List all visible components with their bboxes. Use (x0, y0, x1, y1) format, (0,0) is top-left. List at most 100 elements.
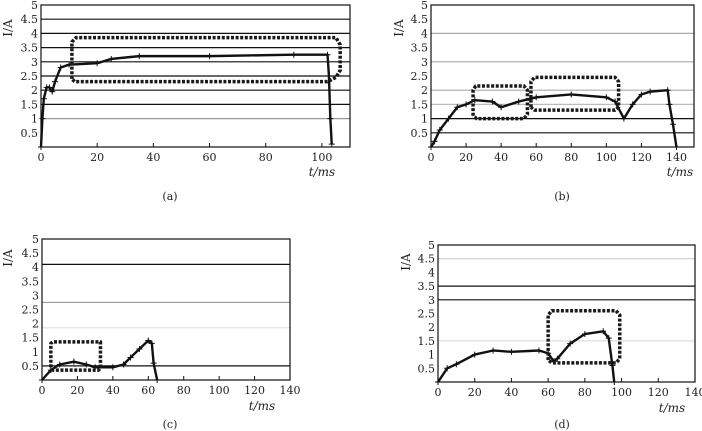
x-tick-label: 120 (631, 151, 652, 164)
data-point-marker (508, 348, 515, 355)
data-point-marker (57, 64, 64, 71)
series-envelope-2 (529, 75, 621, 112)
data-point-marker (498, 104, 505, 111)
x-tick-label: 100 (311, 151, 332, 164)
y-axis-label: I/A (1, 19, 15, 37)
x-tick-label: 80 (177, 384, 191, 397)
y-tick-label: 1.5 (21, 98, 39, 111)
y-tick-label: 5 (428, 239, 435, 252)
y-tick-label: 4.5 (411, 13, 429, 26)
panel-caption: (a) (162, 190, 177, 203)
data-point-marker (435, 379, 441, 385)
data-point-marker (471, 351, 478, 358)
y-tick-label: 2.5 (22, 304, 40, 317)
x-tick-label: 20 (468, 386, 482, 399)
plot-frame (40, 4, 351, 148)
data-point-marker (463, 101, 470, 108)
x-tick-label: 20 (459, 151, 473, 164)
x-tick-label: 80 (578, 386, 592, 399)
x-axis-label: t/ms (309, 165, 335, 179)
data-point-marker (83, 361, 90, 368)
x-tick-label: 80 (564, 151, 578, 164)
data-point-marker (664, 87, 671, 94)
y-axis-label: I/A (399, 253, 413, 271)
y-tick-label: 4 (31, 27, 38, 40)
data-point-marker (445, 115, 452, 122)
data-point-marker (431, 138, 438, 145)
x-tick-label: 0 (428, 151, 435, 164)
data-point-marker (109, 364, 116, 371)
y-tick-label: 1 (32, 346, 39, 359)
x-tick-label: 20 (90, 151, 104, 164)
x-tick-label: 0 (39, 384, 46, 397)
data-point-marker (490, 347, 497, 354)
x-tick-label: 40 (504, 386, 518, 399)
data-point-marker (40, 95, 47, 102)
data-point-marker (325, 73, 332, 79)
y-tick-label: 2 (421, 84, 428, 97)
data-point-marker (612, 98, 619, 105)
data-point-marker (669, 121, 676, 128)
data-point-marker (49, 88, 56, 95)
y-tick-label: 0.5 (411, 127, 429, 140)
series-envelope (546, 309, 622, 365)
y-tick-label: 2 (428, 321, 435, 334)
data-point-marker (620, 115, 627, 122)
y-tick-label: 1 (31, 113, 38, 126)
data-point-marker (666, 101, 673, 108)
y-tick-label: 5 (32, 233, 39, 246)
data-point-marker (629, 101, 636, 108)
x-tick-label: 120 (244, 384, 265, 397)
x-tick-label: 80 (259, 151, 273, 164)
data-point-marker (600, 328, 607, 335)
data-point-marker (611, 379, 618, 385)
data-point-marker (673, 144, 680, 150)
series-current (437, 330, 616, 383)
x-tick-label: 0 (38, 151, 45, 164)
y-tick-label: 1.5 (411, 98, 429, 111)
x-tick-label: 140 (666, 151, 687, 164)
y-tick-label: 1 (428, 349, 435, 362)
data-point-marker (581, 331, 588, 338)
data-point-marker (327, 115, 334, 122)
data-point-marker (39, 115, 46, 122)
y-tick-label: 4.5 (418, 253, 436, 266)
data-point-marker (603, 94, 610, 101)
data-point-marker (127, 354, 134, 361)
data-point-marker (568, 91, 575, 98)
data-point-marker (108, 55, 115, 62)
series-current (39, 53, 333, 148)
data-point-marker (638, 91, 645, 98)
data-point-marker (444, 365, 451, 372)
y-tick-label: 4 (32, 261, 39, 274)
data-point-marker (454, 104, 461, 111)
data-point-marker (605, 335, 612, 342)
y-tick-label: 0.5 (418, 362, 436, 375)
series-envelope (70, 35, 342, 84)
data-point-marker (515, 98, 522, 105)
x-tick-label: 60 (141, 384, 155, 397)
data-point-marker (70, 358, 77, 365)
data-point-marker (428, 144, 434, 150)
y-tick-label: 2.5 (21, 70, 39, 83)
y-tick-label: 2 (32, 318, 39, 331)
x-tick-label: 40 (146, 151, 160, 164)
y-tick-label: 3.5 (418, 280, 436, 293)
panel-a: 0 20 40 60 80 100 0.51 1.522.533.5 44.55 I/A t/ms (… (1, 0, 351, 203)
x-tick-label: 20 (70, 384, 84, 397)
series-current (429, 88, 678, 148)
plot-frame (437, 244, 696, 383)
data-point-marker (38, 144, 44, 150)
x-tick-label: 0 (435, 386, 442, 399)
y-tick-label: 1 (421, 113, 428, 126)
y-tick-label: 0.5 (21, 127, 39, 140)
y-tick-label: 3.5 (411, 42, 429, 55)
data-point-marker (120, 361, 127, 368)
x-tick-label: 140 (280, 384, 301, 397)
data-point-marker (535, 347, 542, 354)
data-point-marker (533, 94, 540, 101)
data-point-marker (145, 337, 152, 344)
x-tick-label: 100 (596, 151, 617, 164)
plot-frame (41, 238, 291, 381)
